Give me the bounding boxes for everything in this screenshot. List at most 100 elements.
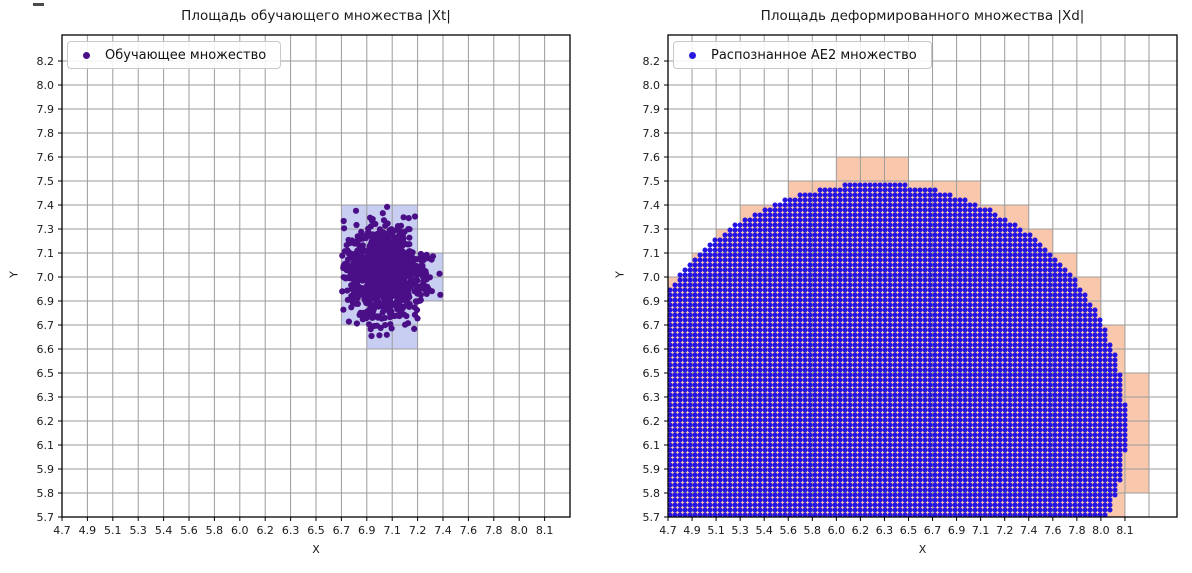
y-tick-label: 8.2 [643,55,661,68]
y-tick-label: 6.7 [37,319,55,332]
training-scatter-points [339,203,444,340]
x-tick-label: 6.9 [948,524,966,537]
grid-lines [61,35,570,517]
left-x-axis-label: X [312,543,320,556]
x-tick-label: 8.1 [536,524,554,537]
x-tick-label: 7.8 [1068,524,1086,537]
x-tick-label: 6.5 [900,524,918,537]
x-tick-label: 7.4 [1020,524,1038,537]
x-tick-label: 7.6 [460,524,478,537]
x-tick-label: 5.1 [104,524,122,537]
y-tick-label: 6.6 [37,343,55,356]
y-tick-label: 7.4 [643,199,661,212]
y-tick-label: 6.5 [37,367,55,380]
window-artifact-dash [33,3,44,6]
y-tick-label: 8.0 [37,79,55,92]
x-tick-label: 7.1 [383,524,401,537]
x-tick-label: 4.7 [659,524,677,537]
tick-marks [58,60,546,521]
plot-frame: 4.7 4.9 5.1 5.3 5.4 5.6 5.8 6.0 6.2 6.3 6.5 6.7 6.9 7… [37,34,571,537]
y-tick-label: 6.9 [37,295,55,308]
x-tick-label: 5.1 [707,524,725,537]
x-tick-label: 6.0 [828,524,846,537]
legend-label: Распознанное AE2 множество [711,47,917,63]
y-tick-label: 8.0 [643,79,661,92]
right-x-axis-label: X [918,543,927,556]
y-tick-label: 7.5 [37,175,55,188]
y-tick-label: 7.3 [643,223,661,236]
x-tick-label: 5.8 [804,524,822,537]
left-y-axis-label: Y [7,271,21,278]
legend-label: Обучающее множество [105,47,267,63]
y-tick-label: 6.9 [643,295,661,308]
y-tick-label: 6.3 [37,391,55,404]
plot-frame: 4.7 4.9 5.1 5.3 5.4 5.6 5.8 6.0 6.2 6.3 6.5 6.7 6.9 7… [643,34,1178,537]
tick-labels: 4.7 4.9 5.1 5.3 5.4 5.6 5.8 6.0 6.2 6.3 6.5 6.7 6.9 7… [37,55,554,537]
x-tick-label: 5.3 [731,524,749,537]
y-tick-label: 7.9 [643,103,661,116]
x-tick-label: 5.8 [206,524,224,537]
y-tick-label: 7.5 [643,175,661,188]
left-plot-legend: Обучающее множество [67,41,282,69]
y-tick-label: 7.8 [37,127,55,140]
y-tick-label: 5.8 [643,487,661,500]
x-tick-label: 7.1 [972,524,990,537]
right-plot-legend: Распознанное AE2 множество [673,41,932,69]
x-tick-label: 5.4 [755,524,773,537]
recognized-set-marker-icon [689,51,696,59]
y-tick-label: 7.3 [37,223,55,236]
y-tick-label: 6.1 [643,439,661,452]
right-y-axis-label: Y [613,271,627,278]
x-tick-label: 5.3 [129,524,147,537]
y-tick-label: 6.7 [643,319,661,332]
y-tick-label: 7.4 [37,199,55,212]
right-plot-title: Площадь деформированного множества |Xd| [760,8,1085,24]
y-tick-label: 7.6 [643,151,661,164]
y-tick-label: 5.7 [643,511,661,524]
x-tick-label: 6.0 [231,524,249,537]
x-tick-label: 5.6 [780,524,798,537]
y-tick-label: 6.6 [643,343,661,356]
x-tick-label: 7.8 [485,524,503,537]
y-tick-label: 7.0 [643,271,661,284]
x-tick-label: 4.7 [53,524,71,537]
y-tick-label: 7.8 [643,127,661,140]
y-tick-label: 5.8 [37,487,55,500]
left-plot-title: Площадь обучающего множества |Xt| [181,8,451,24]
training-set-marker-icon [83,51,90,59]
x-tick-label: 4.9 [683,524,701,537]
recognized-scatter-points [667,182,1128,518]
y-tick-label: 7.9 [37,103,55,116]
x-tick-label: 6.3 [876,524,894,537]
y-tick-label: 6.1 [37,439,55,452]
y-tick-label: 6.5 [643,367,661,380]
y-tick-label: 6.2 [643,415,661,428]
y-tick-label: 5.9 [643,463,661,476]
x-tick-label: 5.6 [180,524,198,537]
x-tick-label: 5.4 [155,524,173,537]
tick-labels: 4.7 4.9 5.1 5.3 5.4 5.6 5.8 6.0 6.2 6.3 6.5 6.7 6.9 7… [643,55,1134,537]
x-tick-label: 7.6 [1044,524,1062,537]
y-tick-label: 7.1 [37,247,55,260]
y-tick-label: 5.9 [37,463,55,476]
plot-axes [61,35,570,517]
x-tick-label: 6.9 [358,524,376,537]
x-tick-label: 8.0 [1092,524,1110,537]
x-tick-label: 4.9 [79,524,97,537]
x-tick-label: 8.1 [1116,524,1134,537]
x-tick-label: 7.2 [409,524,427,537]
tick-marks [664,60,1126,521]
x-tick-label: 7.2 [996,524,1014,537]
y-tick-label: 6.3 [643,391,661,404]
y-tick-label: 5.7 [37,511,55,524]
x-tick-label: 8.0 [510,524,528,537]
y-tick-label: 7.6 [37,151,55,164]
x-tick-label: 6.3 [282,524,300,537]
x-tick-label: 6.7 [333,524,351,537]
y-tick-label: 6.2 [37,415,55,428]
y-tick-label: 7.1 [643,247,661,260]
x-tick-label: 6.7 [924,524,942,537]
x-tick-label: 7.4 [434,524,452,537]
